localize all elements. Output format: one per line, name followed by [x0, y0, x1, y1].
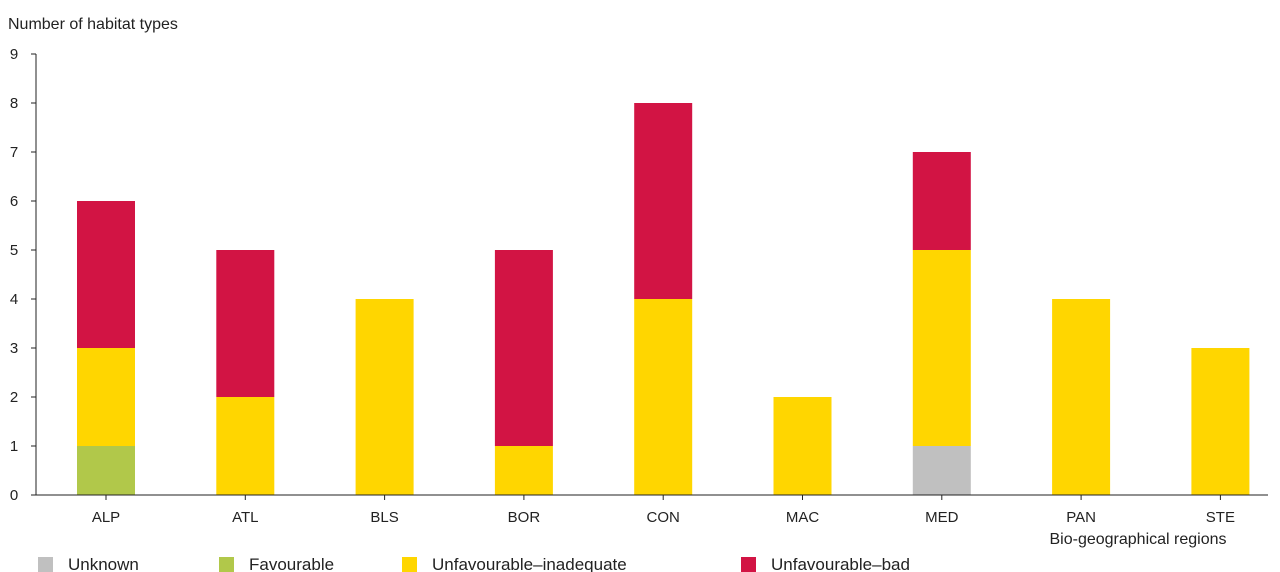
bar-segment-alp-3 [77, 201, 135, 348]
y-axis-title: Number of habitat types [8, 16, 178, 33]
bar-segment-bls-2 [355, 299, 414, 495]
y-tick-label: 2 [10, 389, 18, 406]
legend-label-0: Unknown [68, 555, 139, 572]
bar-segment-mac-2 [773, 397, 832, 495]
legend-label-3: Unfavourable–bad [771, 555, 910, 572]
bars [77, 103, 1250, 495]
bar-segment-alp-2 [77, 348, 135, 446]
bar-segment-con-3 [634, 103, 693, 299]
bar-segment-con-2 [634, 299, 693, 495]
bar-segment-ste-2 [1191, 348, 1250, 495]
bar-segment-pan-2 [1052, 299, 1111, 495]
legend-swatch-2 [402, 557, 417, 572]
legend-label-1: Favourable [249, 555, 334, 572]
bar-segment-med-0 [912, 446, 971, 495]
y-tick-label: 0 [10, 487, 18, 504]
x-tick-label: PAN [1066, 509, 1096, 526]
y-tick-label: 7 [10, 144, 18, 161]
y-tick-label: 9 [10, 46, 18, 63]
x-tick-label: STE [1206, 509, 1235, 526]
y-tick-label: 8 [10, 95, 18, 112]
y-tick-label: 1 [10, 438, 18, 455]
y-tick-label: 6 [10, 193, 18, 210]
bar-segment-med-2 [912, 250, 971, 446]
bar-segment-alp-1 [77, 446, 135, 495]
x-axis-title: Bio-geographical regions [1050, 531, 1227, 548]
legend-swatch-3 [741, 557, 756, 572]
y-axis-ticks: 0 1 2 3 4 5 6 7 8 9 [10, 46, 36, 504]
y-tick-label: 3 [10, 340, 18, 357]
x-tick-label: BLS [370, 509, 398, 526]
x-tick-label: MED [925, 509, 959, 526]
legend-swatch-0 [38, 557, 53, 572]
x-tick-label: CON [647, 509, 680, 526]
bar-segment-atl-3 [216, 250, 275, 397]
bar-segment-med-3 [912, 152, 971, 250]
x-tick-label: MAC [786, 509, 820, 526]
x-axis-ticks: ALP ATL BLS BOR CON MAC MED PAN STE [92, 495, 1235, 526]
x-tick-label: ALP [92, 509, 120, 526]
bar-segment-bor-2 [494, 446, 553, 495]
legend: Unknown Favourable Unfavourable–inadequate… [38, 555, 910, 572]
legend-label-2: Unfavourable–inadequate [432, 555, 627, 572]
y-tick-label: 5 [10, 242, 18, 259]
x-tick-label: BOR [508, 509, 541, 526]
y-tick-label: 4 [10, 291, 18, 308]
legend-swatch-1 [219, 557, 234, 572]
x-tick-label: ATL [232, 509, 258, 526]
bar-segment-atl-2 [216, 397, 275, 495]
bar-segment-bor-3 [494, 250, 553, 446]
